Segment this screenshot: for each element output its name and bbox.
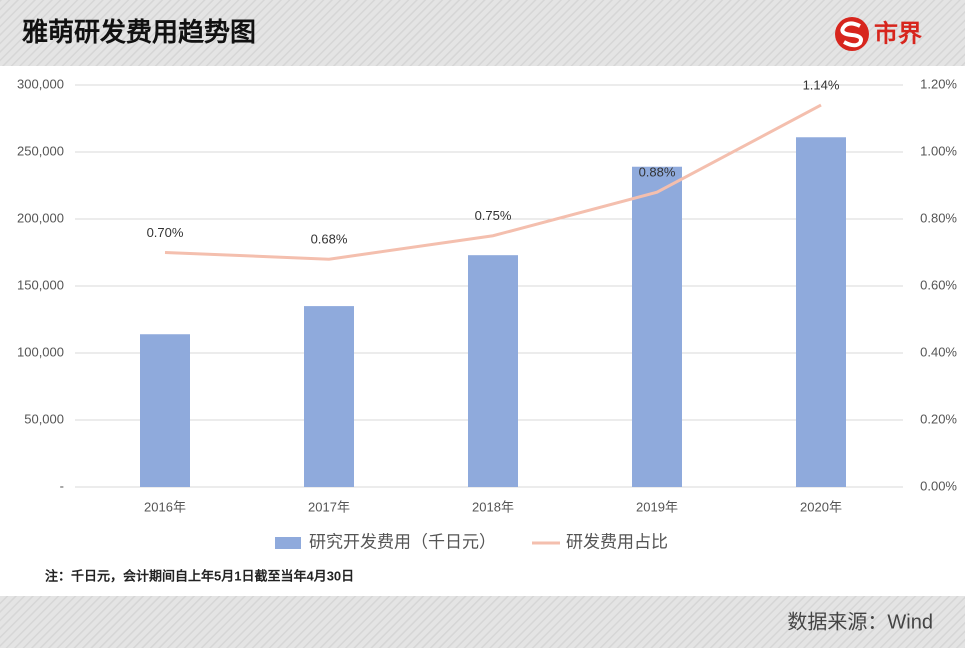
y2-tick-label: 1.20% bbox=[920, 76, 957, 91]
chart-title: 雅萌研发费用趋势图 bbox=[22, 17, 256, 47]
data-label: 0.70% bbox=[147, 225, 184, 240]
legend-label: 研发费用占比 bbox=[566, 532, 668, 551]
y-tick-label: 200,000 bbox=[17, 210, 64, 225]
y-tick-label: 150,000 bbox=[17, 277, 64, 292]
y-tick-label: 250,000 bbox=[17, 143, 64, 158]
y-tick-label: 100,000 bbox=[17, 344, 64, 359]
y-tick-label: 50,000 bbox=[24, 411, 64, 426]
x-tick-label: 2017年 bbox=[308, 499, 350, 514]
bar bbox=[140, 334, 190, 487]
y-tick-label: - bbox=[60, 478, 64, 493]
bar bbox=[468, 255, 518, 487]
line bbox=[164, 103, 822, 261]
x-tick-label: 2016年 bbox=[144, 499, 186, 514]
header-band bbox=[0, 0, 965, 66]
data-label: 0.88% bbox=[639, 165, 676, 180]
bar bbox=[632, 166, 682, 488]
y-tick-label: 300,000 bbox=[17, 76, 64, 91]
logo-text: 市界 bbox=[874, 19, 922, 47]
x-tick-label: 2018年 bbox=[472, 499, 514, 514]
data-label: 0.75% bbox=[475, 208, 512, 223]
y2-tick-label: 0.80% bbox=[920, 210, 957, 225]
note: 注：千日元，会计期间自上年5月1日截至当年4月30日 bbox=[45, 568, 354, 583]
x-tick-label: 2020年 bbox=[800, 499, 842, 514]
bar bbox=[304, 306, 354, 487]
y2-tick-label: 0.40% bbox=[920, 344, 957, 359]
y2-tick-label: 1.00% bbox=[920, 143, 957, 158]
x-tick-label: 2019年 bbox=[636, 499, 678, 514]
y2-tick-label: 0.00% bbox=[920, 478, 957, 493]
source: 数据来源：Wind bbox=[787, 610, 933, 633]
data-label: 1.14% bbox=[803, 78, 840, 93]
footer-band bbox=[0, 596, 965, 648]
legend-label: 研究开发费用（千日元） bbox=[309, 532, 496, 551]
bar bbox=[796, 137, 846, 487]
y2-tick-label: 0.60% bbox=[920, 277, 957, 292]
logo-symbol bbox=[840, 21, 863, 48]
legend-swatch bbox=[275, 537, 301, 549]
y2-tick-label: 0.20% bbox=[920, 411, 957, 426]
data-label: 0.68% bbox=[311, 232, 348, 247]
